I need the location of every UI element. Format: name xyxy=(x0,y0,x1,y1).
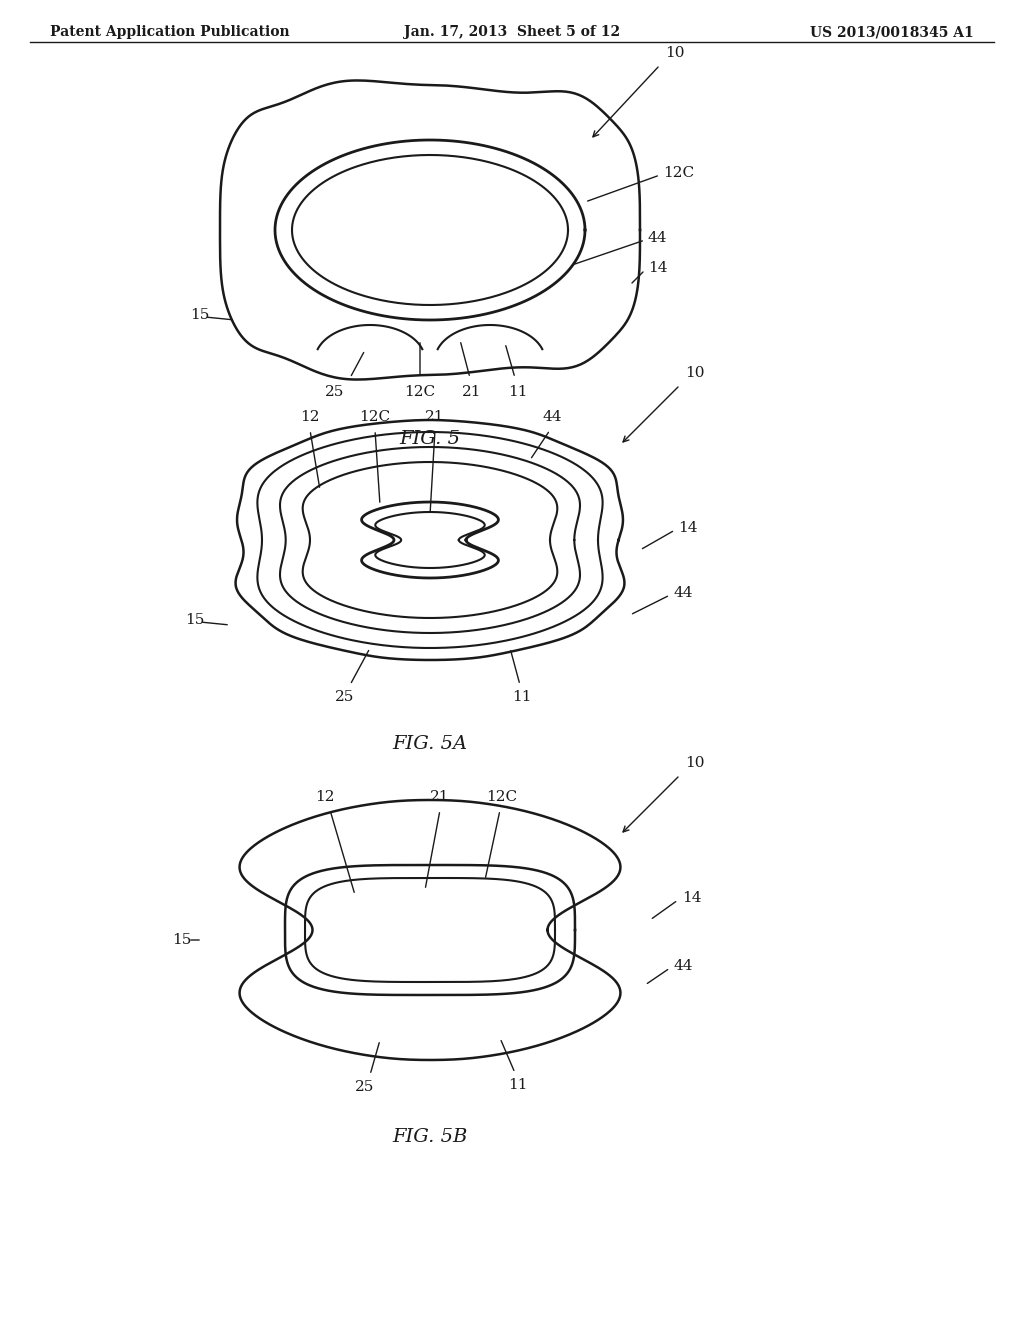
Text: 10: 10 xyxy=(665,46,684,59)
Text: 10: 10 xyxy=(685,366,705,380)
Text: 10: 10 xyxy=(685,756,705,770)
Text: FIG. 5B: FIG. 5B xyxy=(392,1129,468,1146)
Text: 21: 21 xyxy=(430,789,450,804)
Text: 21: 21 xyxy=(462,385,481,399)
Text: 11: 11 xyxy=(508,1078,527,1092)
Text: 44: 44 xyxy=(648,231,668,246)
Text: US 2013/0018345 A1: US 2013/0018345 A1 xyxy=(810,25,974,40)
Text: 25: 25 xyxy=(355,1080,375,1094)
Text: 15: 15 xyxy=(190,308,209,322)
Text: 14: 14 xyxy=(648,261,668,275)
Text: FIG. 5A: FIG. 5A xyxy=(392,735,468,752)
Text: Patent Application Publication: Patent Application Publication xyxy=(50,25,290,40)
Text: 21: 21 xyxy=(425,411,444,424)
Text: 12C: 12C xyxy=(404,385,435,399)
Text: 15: 15 xyxy=(185,612,205,627)
Text: 25: 25 xyxy=(326,385,345,399)
Text: 11: 11 xyxy=(508,385,527,399)
Text: 14: 14 xyxy=(678,521,697,535)
Text: 14: 14 xyxy=(682,891,701,906)
Text: FIG. 5: FIG. 5 xyxy=(399,430,461,447)
Text: Jan. 17, 2013  Sheet 5 of 12: Jan. 17, 2013 Sheet 5 of 12 xyxy=(403,25,621,40)
Text: 12: 12 xyxy=(315,789,335,804)
Text: 12C: 12C xyxy=(359,411,390,424)
Text: 15: 15 xyxy=(172,933,191,946)
Text: 25: 25 xyxy=(335,690,354,704)
Text: 12C: 12C xyxy=(486,789,517,804)
Text: 12: 12 xyxy=(300,411,319,424)
Text: 44: 44 xyxy=(543,411,562,424)
Text: 11: 11 xyxy=(512,690,531,704)
Text: 44: 44 xyxy=(673,586,692,601)
Text: 12C: 12C xyxy=(663,166,694,180)
Text: 44: 44 xyxy=(674,960,693,973)
